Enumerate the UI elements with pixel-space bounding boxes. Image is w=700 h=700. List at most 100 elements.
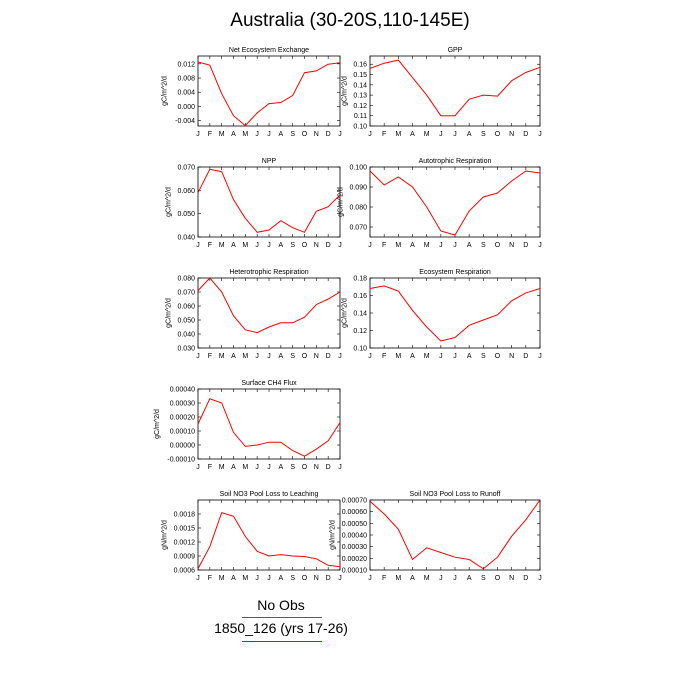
x-tick-label: S — [481, 242, 486, 249]
y-tick-label: 0.00070 — [342, 498, 367, 505]
y-tick-label: 0.0018 — [174, 512, 196, 519]
x-tick-label: J — [453, 353, 457, 360]
x-tick-label: A — [231, 575, 236, 582]
x-tick-label: J — [538, 242, 542, 249]
series-line — [197, 168, 341, 233]
x-tick-label: O — [495, 131, 501, 138]
series-line — [197, 61, 341, 127]
x-tick-label: A — [278, 353, 283, 360]
x-tick-label: O — [495, 353, 501, 360]
x-tick-label: J — [196, 575, 200, 582]
x-tick-label: J — [453, 575, 457, 582]
plot-frame — [369, 166, 541, 238]
x-tick-label: O — [302, 353, 308, 360]
x-tick-label: F — [382, 575, 386, 582]
y-tick-label: 0.00040 — [170, 387, 195, 394]
panel-title: Surface CH4 Flux — [241, 380, 297, 387]
x-tick-label: D — [523, 242, 528, 249]
x-tick-label: N — [314, 575, 319, 582]
x-tick-label: M — [395, 353, 401, 360]
x-tick-label: S — [290, 464, 295, 471]
x-tick-label: N — [314, 131, 319, 138]
plot-frame — [197, 166, 341, 238]
y-tick-label: 0.000 — [177, 104, 195, 111]
x-tick-label: A — [231, 464, 236, 471]
y-tick-label: 0.080 — [349, 205, 367, 212]
x-tick-label: N — [314, 464, 319, 471]
y-tick-label: 0.060 — [177, 188, 195, 195]
x-tick-label: F — [208, 242, 212, 249]
y-tick-label: 0.004 — [177, 90, 195, 97]
x-tick-label: A — [231, 242, 236, 249]
y-tick-label: 0.040 — [177, 235, 195, 242]
y-tick-label: 0.070 — [177, 290, 195, 297]
y-tick-label: 0.012 — [177, 61, 195, 68]
x-tick-label: O — [302, 131, 308, 138]
x-tick-label: F — [382, 131, 386, 138]
x-tick-label: A — [278, 131, 283, 138]
x-tick-label: D — [326, 131, 331, 138]
y-tick-label: 0.11 — [354, 113, 367, 120]
x-tick-label: M — [219, 131, 225, 138]
plot-frame — [197, 388, 341, 460]
y-axis-label: gC/m^2/d — [341, 298, 348, 328]
x-tick-label: J — [368, 353, 372, 360]
y-tick-label: 0.030 — [177, 346, 195, 353]
y-tick-label: 0.050 — [177, 318, 195, 325]
x-tick-label: N — [509, 575, 514, 582]
y-tick-label: 0.00010 — [342, 568, 367, 575]
x-tick-label: J — [338, 131, 342, 138]
x-tick-label: A — [467, 242, 472, 249]
x-tick-label: F — [382, 242, 386, 249]
y-tick-label: 0.00050 — [342, 521, 367, 528]
series-line — [369, 499, 541, 570]
x-tick-label: A — [467, 353, 472, 360]
x-tick-label: A — [278, 242, 283, 249]
y-tick-label: 0.0012 — [174, 540, 196, 547]
x-tick-label: A — [278, 575, 283, 582]
y-tick-label: 0.080 — [177, 276, 195, 283]
y-tick-label: 0.060 — [177, 304, 195, 311]
x-tick-label: M — [242, 464, 248, 471]
x-tick-label: D — [326, 242, 331, 249]
x-tick-label: A — [410, 242, 415, 249]
x-tick-label: J — [196, 353, 200, 360]
y-axis-label: gC/m^2/d — [166, 187, 173, 217]
x-tick-label: J — [255, 464, 259, 471]
x-tick-label: F — [208, 464, 212, 471]
x-tick-label: F — [382, 353, 386, 360]
y-axis-label: gC/m^2/d — [338, 187, 345, 217]
panel-title: NPP — [262, 158, 277, 165]
y-tick-label: 0.14 — [353, 82, 367, 89]
y-tick-label: 0.0006 — [174, 568, 196, 575]
y-tick-label: 0.10 — [353, 346, 367, 353]
y-tick-label: 0.00020 — [342, 556, 367, 563]
x-tick-label: J — [439, 353, 443, 360]
x-tick-label: A — [231, 131, 236, 138]
y-tick-label: 0.090 — [349, 185, 367, 192]
x-tick-label: J — [368, 575, 372, 582]
x-tick-label: J — [368, 242, 372, 249]
x-tick-label: N — [509, 131, 514, 138]
plot-frame — [369, 499, 541, 571]
y-axis-label: gC/m^2/d — [166, 298, 173, 328]
y-tick-label: 0.00030 — [170, 401, 195, 408]
x-tick-label: J — [267, 464, 271, 471]
y-tick-label: 0.0009 — [174, 554, 196, 561]
series-line — [197, 398, 341, 457]
page-title: Australia (30-20S,110-145E) — [230, 10, 470, 31]
x-tick-label: D — [326, 353, 331, 360]
x-tick-label: M — [424, 353, 430, 360]
x-tick-label: D — [326, 575, 331, 582]
x-tick-label: D — [326, 464, 331, 471]
x-tick-label: J — [538, 131, 542, 138]
x-tick-label: M — [395, 242, 401, 249]
panel-title: Soil NO3 Pool Loss to Runoff — [410, 491, 501, 498]
plot-frame — [197, 55, 341, 127]
x-tick-label: J — [338, 242, 342, 249]
x-tick-label: S — [290, 575, 295, 582]
x-tick-label: J — [439, 575, 443, 582]
y-tick-label: 0.00000 — [170, 443, 195, 450]
x-tick-label: J — [196, 131, 200, 138]
